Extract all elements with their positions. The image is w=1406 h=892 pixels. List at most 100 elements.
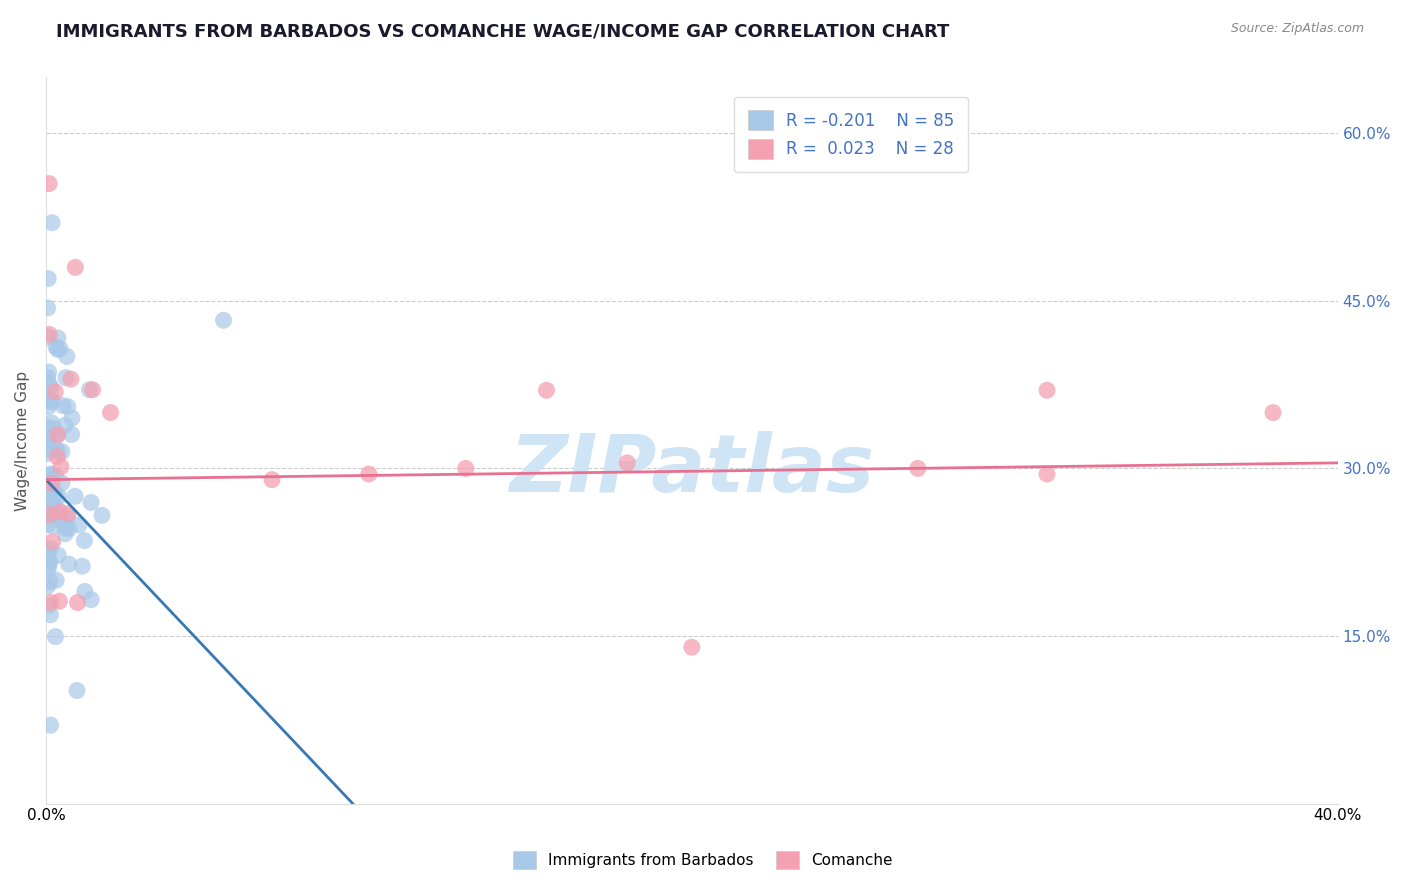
Point xyxy=(46,331,69,345)
Point xyxy=(454,461,477,475)
Point xyxy=(41,216,63,230)
Text: ZIPatlas: ZIPatlas xyxy=(509,431,875,508)
Point xyxy=(37,330,59,344)
Point xyxy=(49,342,72,356)
Point xyxy=(39,574,62,589)
Point xyxy=(48,594,70,608)
Point xyxy=(41,476,63,491)
Point xyxy=(45,573,67,587)
Point xyxy=(44,630,66,644)
Point xyxy=(46,444,69,458)
Point xyxy=(39,486,62,500)
Text: Source: ZipAtlas.com: Source: ZipAtlas.com xyxy=(1230,22,1364,36)
Point xyxy=(37,392,59,407)
Point xyxy=(39,718,62,732)
Point xyxy=(80,592,103,607)
Point xyxy=(48,505,70,519)
Point xyxy=(56,400,79,414)
Point xyxy=(39,607,62,622)
Point xyxy=(65,260,87,275)
Point xyxy=(46,502,69,516)
Point xyxy=(45,469,67,483)
Point xyxy=(38,508,60,522)
Point xyxy=(46,450,69,464)
Point xyxy=(39,503,62,517)
Point xyxy=(39,380,62,394)
Point xyxy=(44,485,66,500)
Point xyxy=(44,441,66,455)
Point xyxy=(37,487,59,501)
Point xyxy=(1036,384,1059,398)
Point xyxy=(38,599,60,613)
Point xyxy=(56,350,79,364)
Point xyxy=(37,446,59,460)
Point xyxy=(37,430,59,444)
Point xyxy=(38,440,60,454)
Point xyxy=(66,595,89,609)
Point xyxy=(41,416,63,430)
Point xyxy=(38,177,60,191)
Point xyxy=(51,444,73,458)
Point xyxy=(55,370,77,384)
Point xyxy=(37,420,59,434)
Point xyxy=(38,376,60,391)
Point xyxy=(46,427,69,442)
Point xyxy=(66,683,89,698)
Point xyxy=(42,421,65,435)
Point xyxy=(45,340,67,354)
Point xyxy=(52,512,75,526)
Point xyxy=(53,418,76,433)
Point xyxy=(37,517,59,532)
Point xyxy=(37,442,59,457)
Point xyxy=(58,522,80,536)
Point xyxy=(53,521,76,535)
Point xyxy=(536,384,558,398)
Point xyxy=(39,467,62,481)
Point xyxy=(37,547,59,561)
Point xyxy=(42,519,65,533)
Point xyxy=(49,513,72,527)
Y-axis label: Wage/Income Gap: Wage/Income Gap xyxy=(15,370,30,510)
Point xyxy=(357,467,380,481)
Point xyxy=(37,301,59,315)
Point xyxy=(73,533,96,548)
Point xyxy=(80,495,103,509)
Point xyxy=(49,459,72,474)
Point xyxy=(52,399,75,413)
Point xyxy=(907,461,929,475)
Point xyxy=(38,365,60,379)
Point xyxy=(70,559,93,574)
Point xyxy=(37,562,59,576)
Point xyxy=(67,518,90,533)
Point xyxy=(38,327,60,342)
Point xyxy=(41,394,63,409)
Point xyxy=(58,557,80,571)
Point xyxy=(59,372,82,386)
Point xyxy=(100,406,122,420)
Point xyxy=(46,427,69,442)
Point xyxy=(37,549,59,564)
Point xyxy=(91,508,114,523)
Point xyxy=(39,467,62,482)
Point xyxy=(681,640,703,655)
Point xyxy=(616,456,638,470)
Point xyxy=(42,496,65,510)
Point xyxy=(39,595,62,609)
Point xyxy=(60,427,83,442)
Point xyxy=(39,500,62,514)
Point xyxy=(79,383,101,397)
Text: IMMIGRANTS FROM BARBADOS VS COMANCHE WAGE/INCOME GAP CORRELATION CHART: IMMIGRANTS FROM BARBADOS VS COMANCHE WAG… xyxy=(56,22,949,40)
Point xyxy=(37,547,59,561)
Point xyxy=(37,370,59,384)
Point xyxy=(63,489,86,503)
Point xyxy=(56,509,79,524)
Point xyxy=(41,393,63,408)
Point xyxy=(37,271,59,285)
Point xyxy=(46,343,69,357)
Point xyxy=(38,558,60,573)
Point xyxy=(48,489,70,503)
Point xyxy=(38,555,60,569)
Point xyxy=(260,473,283,487)
Point xyxy=(73,584,96,599)
Point xyxy=(51,475,73,490)
